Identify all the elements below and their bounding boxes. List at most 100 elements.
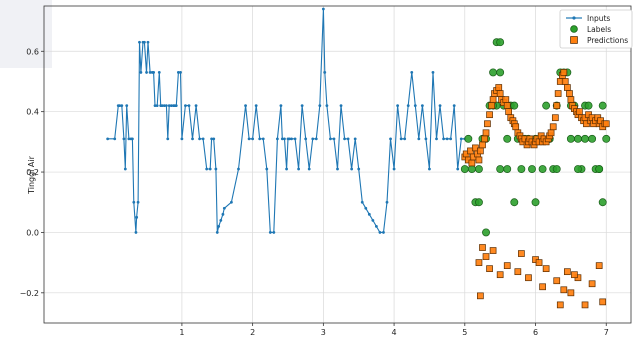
inputs-point xyxy=(364,206,368,210)
inputs-point xyxy=(378,231,382,234)
predictions-point xyxy=(488,102,496,109)
inputs-point xyxy=(452,104,456,108)
inputs-point xyxy=(205,167,209,171)
legend: Inputs Labels Predictions xyxy=(559,9,633,49)
inputs-point xyxy=(169,104,173,108)
inputs-point xyxy=(166,137,170,141)
inputs-point xyxy=(136,200,140,204)
labels-point xyxy=(531,198,540,207)
predictions-point xyxy=(553,102,561,109)
inputs-point xyxy=(293,137,297,141)
inputs-point xyxy=(251,137,255,141)
y-tick-label: 0.0 xyxy=(26,228,39,237)
inputs-point xyxy=(403,137,407,141)
predictions-point xyxy=(482,129,490,137)
labels-point xyxy=(464,134,473,143)
inputs-point xyxy=(339,104,343,108)
inputs-point xyxy=(300,104,304,108)
inputs-point xyxy=(176,71,180,74)
inputs-point xyxy=(275,137,279,141)
labels-point xyxy=(566,134,575,143)
inputs-point xyxy=(145,71,148,74)
inputs-point xyxy=(431,71,435,74)
inputs-point xyxy=(435,137,438,141)
inputs-point xyxy=(424,137,428,141)
inputs-point xyxy=(456,167,460,171)
inputs-point xyxy=(449,137,453,141)
predictions-point xyxy=(486,111,493,119)
predictions-point xyxy=(567,96,575,103)
inputs-point xyxy=(371,218,375,222)
labels-point xyxy=(510,101,519,110)
inputs-point xyxy=(445,137,449,141)
inputs-point xyxy=(280,137,284,141)
inputs-point xyxy=(297,167,301,171)
labels-point xyxy=(482,228,490,237)
inputs-point xyxy=(118,104,122,108)
labels-point xyxy=(581,134,589,143)
predictions-point xyxy=(503,262,511,269)
y-tick-label: −0.2 xyxy=(20,289,39,298)
predictions-point xyxy=(595,262,603,269)
inputs-point xyxy=(438,104,442,108)
inputs-point xyxy=(179,71,182,74)
predictions-point xyxy=(553,277,561,285)
predictions-point xyxy=(502,96,510,103)
inputs-point xyxy=(413,104,417,108)
inputs-point xyxy=(167,104,171,108)
labels-point xyxy=(574,134,582,143)
inputs-point xyxy=(385,200,389,204)
predictions-point xyxy=(468,159,476,167)
legend-predictions-label: Predictions xyxy=(587,36,628,45)
predictions-point xyxy=(484,120,491,128)
predictions-point xyxy=(503,102,511,109)
inputs-point xyxy=(336,167,339,171)
predictions-point xyxy=(560,286,568,294)
labels-point xyxy=(489,68,498,77)
inputs-point xyxy=(221,212,225,216)
predictions-point xyxy=(518,250,525,257)
predictions-point xyxy=(525,274,532,282)
predictions-point xyxy=(496,90,504,97)
x-tick-label: 7 xyxy=(604,328,609,337)
predictions-point xyxy=(489,247,497,254)
plot-frame xyxy=(43,5,632,324)
inputs-point xyxy=(219,218,223,222)
inputs-point xyxy=(244,104,247,108)
inputs-point xyxy=(198,137,201,141)
inputs-point xyxy=(222,206,226,210)
labels-point xyxy=(598,198,607,207)
inputs-point xyxy=(323,71,327,74)
inputs-point xyxy=(367,212,371,216)
predictions-point xyxy=(514,268,522,276)
inputs-point xyxy=(410,71,414,74)
x-tick-label: 1 xyxy=(179,328,184,337)
inputs-point xyxy=(180,137,184,141)
inputs-point xyxy=(247,137,251,141)
inputs-point xyxy=(139,71,143,74)
inputs-point xyxy=(283,137,286,141)
predictions-point xyxy=(496,271,504,279)
inputs-point xyxy=(155,104,159,108)
predictions-point xyxy=(477,292,484,300)
predictions-point xyxy=(512,123,520,131)
labels-point xyxy=(467,165,476,173)
x-tick-label: 3 xyxy=(321,328,326,337)
inputs-point xyxy=(374,224,378,228)
legend-labels-marker xyxy=(570,25,578,33)
inputs-point xyxy=(148,71,152,74)
inputs-point xyxy=(265,167,269,171)
watermark-overlay xyxy=(0,0,52,68)
inputs-point xyxy=(321,7,325,11)
labels-point xyxy=(474,165,483,173)
predictions-point xyxy=(542,265,550,273)
inputs-point xyxy=(428,167,431,171)
inputs-point xyxy=(304,137,308,141)
labels-point xyxy=(474,198,483,207)
inputs-point xyxy=(201,137,205,141)
x-tick-label: 4 xyxy=(392,328,397,337)
inputs-point xyxy=(210,137,214,141)
inputs-point xyxy=(311,137,315,141)
inputs-point xyxy=(157,71,161,74)
